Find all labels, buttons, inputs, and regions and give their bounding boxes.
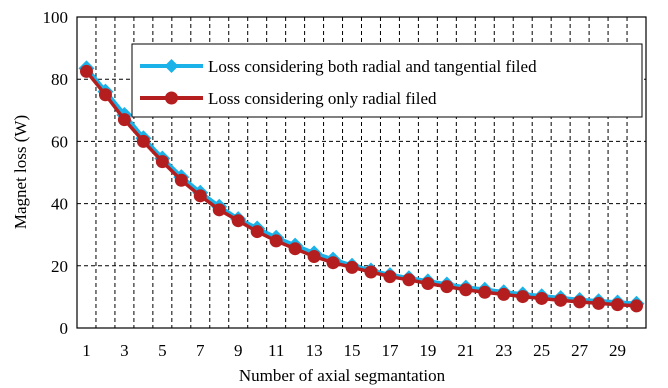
data-point-circle — [364, 265, 378, 279]
data-point-circle — [592, 296, 606, 310]
data-point-circle — [383, 270, 397, 284]
x-tick-label: 1 — [82, 341, 91, 360]
series-layer — [78, 60, 645, 313]
x-tick-label: 25 — [533, 341, 550, 360]
y-tick-label: 40 — [51, 195, 68, 214]
y-tick-label: 20 — [51, 257, 68, 276]
x-axis-title: Number of axial segmantation — [239, 366, 446, 385]
y-tick-label: 80 — [51, 70, 68, 89]
legend-label-2: Loss considering only radial filed — [208, 89, 437, 108]
data-point-circle — [193, 189, 207, 203]
data-point-circle — [421, 277, 435, 291]
data-point-circle — [269, 234, 283, 248]
data-point-circle — [174, 173, 188, 187]
data-point-circle — [117, 113, 131, 127]
data-point-circle — [516, 290, 530, 304]
y-tick-label: 100 — [43, 8, 69, 27]
axes — [76, 16, 647, 329]
data-point-circle — [288, 242, 302, 256]
data-point-circle — [212, 203, 226, 217]
x-tick-label: 3 — [120, 341, 129, 360]
data-point-circle — [402, 273, 416, 287]
data-point-circle — [98, 88, 112, 102]
data-point-circle — [345, 260, 359, 274]
x-tick-label: 11 — [268, 341, 284, 360]
x-tick-label: 5 — [158, 341, 167, 360]
data-point-circle — [497, 287, 511, 301]
data-point-circle — [326, 256, 340, 270]
data-point-circle — [79, 64, 93, 78]
legend: Loss considering both radial and tangent… — [131, 43, 643, 118]
data-point-circle — [231, 214, 245, 228]
legend-box — [131, 43, 643, 118]
y-tick-label: 60 — [51, 132, 68, 151]
legend-marker-circle-2 — [165, 91, 178, 105]
data-point-circle — [573, 295, 587, 309]
x-tick-label: 21 — [457, 341, 474, 360]
x-tick-label: 19 — [419, 341, 436, 360]
data-point-circle — [250, 225, 264, 239]
x-tick-label: 7 — [196, 341, 205, 360]
data-point-circle — [478, 285, 492, 299]
data-point-circle — [630, 299, 644, 313]
legend-label-1: Loss considering both radial and tangent… — [208, 57, 537, 76]
x-tick-label: 29 — [609, 341, 626, 360]
x-tick-label: 15 — [344, 341, 361, 360]
data-point-circle — [136, 134, 150, 148]
x-tick-label: 17 — [381, 341, 399, 360]
x-tick-label: 13 — [306, 341, 323, 360]
data-point-circle — [459, 283, 473, 297]
y-axis-title: Magnet loss (W) — [11, 115, 30, 229]
x-tick-label: 23 — [495, 341, 512, 360]
data-point-circle — [440, 280, 454, 294]
data-point-circle — [155, 155, 169, 169]
x-tick-label: 9 — [234, 341, 243, 360]
y-tick-label: 0 — [60, 319, 69, 338]
data-point-circle — [554, 293, 568, 307]
data-point-circle — [535, 291, 549, 305]
data-point-circle — [611, 298, 625, 312]
x-tick-label: 27 — [571, 341, 589, 360]
plot-frame — [76, 16, 647, 329]
data-point-circle — [307, 249, 321, 263]
legend-marker-diamond-1 — [164, 59, 179, 73]
